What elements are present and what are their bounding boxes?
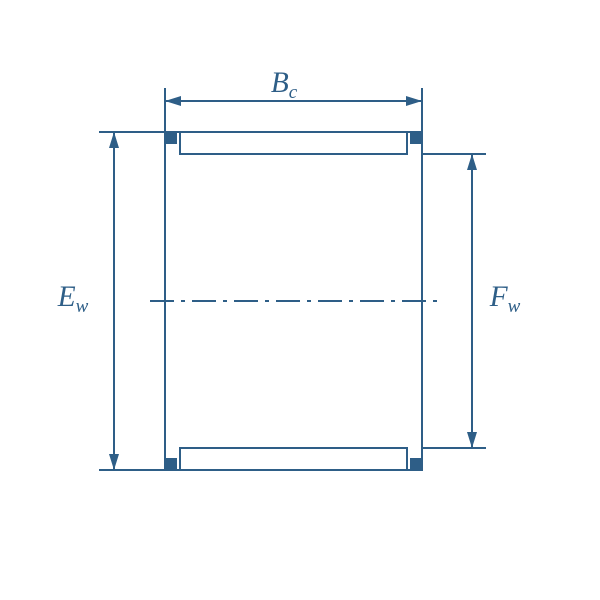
roller-rect-0 — [180, 132, 407, 154]
corner-square-2 — [166, 458, 177, 469]
bearing-dimension-diagram: Bc Ew Fw — [0, 0, 600, 600]
arrowhead — [467, 154, 477, 170]
arrowhead — [109, 454, 119, 470]
dim-ew-label: Ew — [57, 281, 89, 317]
corner-square-1 — [410, 133, 421, 144]
arrowhead — [406, 96, 422, 106]
dim-fw-label: Fw — [489, 281, 521, 317]
arrowhead — [165, 96, 181, 106]
dim-width-label: Bc — [271, 67, 298, 103]
arrowhead — [109, 132, 119, 148]
arrowhead — [467, 432, 477, 448]
corner-square-3 — [410, 458, 421, 469]
roller-rect-1 — [180, 448, 407, 470]
corner-square-0 — [166, 133, 177, 144]
